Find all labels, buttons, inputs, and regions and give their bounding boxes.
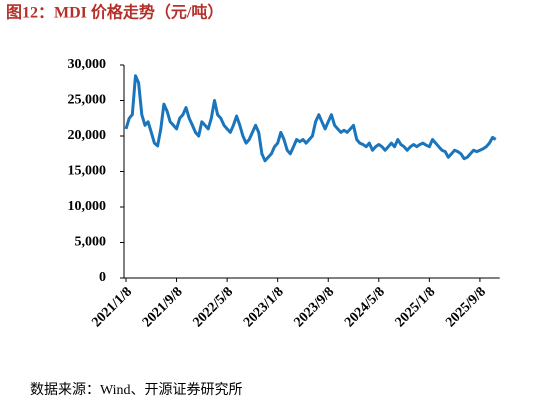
x-tick-label: 2024/5/8 [342,284,388,330]
y-tick-label: 5,000 [75,235,107,250]
x-tick-label: 2023/1/8 [241,284,287,330]
y-tick-label: 0 [99,270,106,285]
x-tick-label: 2025/9/8 [443,284,489,330]
x-tick-label: 2025/1/8 [393,284,439,330]
y-tick-label: 15,000 [68,164,107,179]
x-tick-label: 2022/5/8 [190,284,236,330]
x-tick-label: 2021/9/8 [140,284,186,330]
chart-title: 图12：MDI 价格走势（元/吨） [6,3,223,22]
source: 数据来源：Wind、开源证券研究所 [30,382,243,398]
x-tick-label: 2023/9/8 [292,284,338,330]
price-line [124,74,497,163]
y-tick-label: 25,000 [68,93,107,108]
y-tick-label: 30,000 [68,57,107,72]
y-tick-label: 10,000 [68,199,107,214]
x-tick-label: 2021/1/8 [89,284,135,330]
y-tick-label: 20,000 [68,128,107,143]
